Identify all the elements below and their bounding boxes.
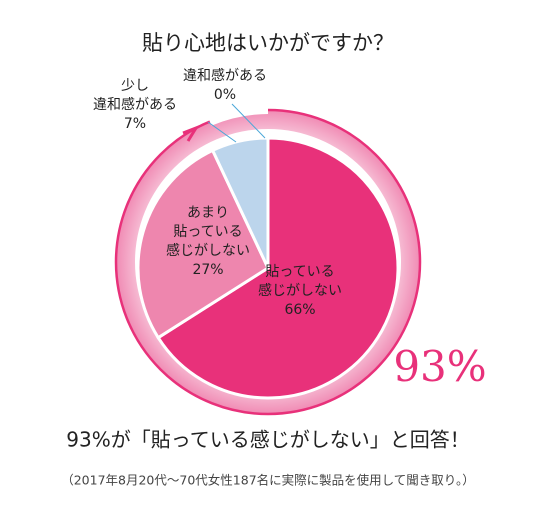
leader-line (207, 121, 237, 143)
slice-label: 違和感がある (183, 67, 267, 84)
value-label: 66% (284, 302, 315, 318)
chart-title: 貼り心地はいかがですか？ (142, 31, 394, 55)
pie-slice (136, 148, 270, 340)
leader-line (231, 103, 266, 139)
value-label: 7% (124, 116, 146, 132)
slice-label: 貼っている感じがしない (258, 264, 342, 299)
arrow (182, 125, 200, 142)
slice-label: 少し違和感がある (93, 78, 177, 113)
pie-slice (156, 136, 400, 400)
conclusion: 93%が「貼っている感じがしない」と回答！ (66, 428, 469, 452)
annotation: 93% (393, 342, 486, 391)
slice-label: あまり貼っている感じがしない (166, 205, 250, 259)
value-label: 0% (214, 87, 236, 103)
ring-gap (208, 106, 269, 126)
note: （2017年8月20代〜70代女性187名に実際に製品を使用して聞き取り。） (61, 473, 475, 488)
value-label: 27% (192, 262, 223, 278)
